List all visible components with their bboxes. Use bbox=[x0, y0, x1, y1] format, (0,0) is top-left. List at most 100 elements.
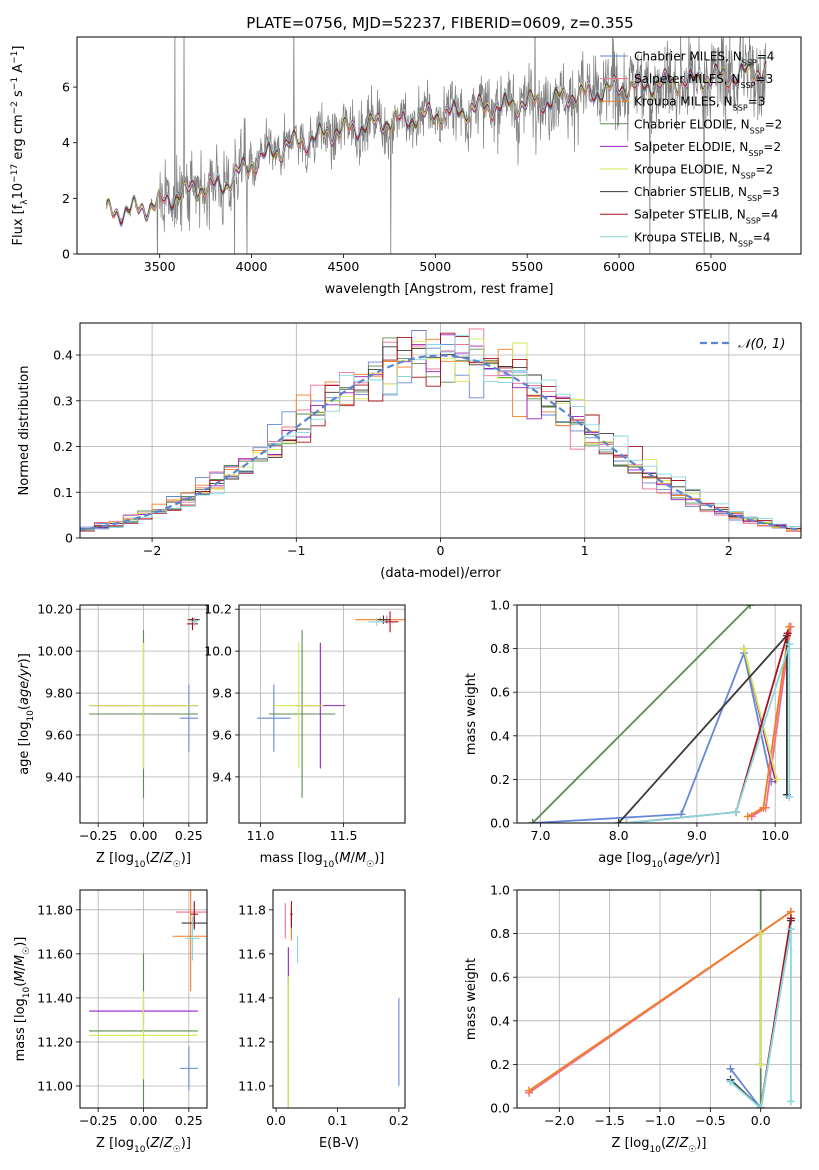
y-tick-label: 9.60 bbox=[45, 727, 73, 742]
x-tick-label: −0.25 bbox=[79, 1113, 117, 1128]
legend-label: Kroupa ELODIE, NSSP=2 bbox=[634, 163, 773, 181]
mass-weight-series bbox=[729, 929, 792, 1108]
y-tick-label: 11.00 bbox=[37, 1078, 73, 1093]
mass-weight-marker bbox=[785, 640, 794, 649]
y-axis-label: Flux [fλ10−17 erg cm−2 s−1 A−1] bbox=[10, 46, 30, 246]
x-axis-label: wavelength [Angstrom, rest frame] bbox=[325, 282, 554, 297]
y-tick-label: 0.2 bbox=[490, 772, 510, 787]
plot-area-mass-weight-vs-Z bbox=[517, 890, 801, 1108]
y-tick-label: 11.80 bbox=[37, 902, 73, 917]
y-tick-label: 10.0 bbox=[204, 644, 232, 659]
y-tick-label: 11.8 bbox=[238, 902, 266, 917]
residual-histogram bbox=[80, 332, 801, 532]
x-tick-label: 0.0 bbox=[751, 1113, 771, 1128]
y-tick-label: 0.0 bbox=[490, 1101, 510, 1116]
y-tick-label: 0.4 bbox=[53, 348, 73, 363]
panel-mass-weight-vs-age: 7.0 8.0 9.0 10.0 0.0 0.2 0.4 0.6 0.8 1.0 age [log1… bbox=[464, 598, 802, 870]
legend-label: Chabrier ELODIE, NSSP=2 bbox=[634, 117, 782, 135]
spectrum-legend: Chabrier MILES, NSSP=4 Salpeter MILES, NS… bbox=[600, 50, 782, 248]
x-tick-label: −1.5 bbox=[594, 1113, 624, 1128]
model-spectrum bbox=[106, 60, 767, 222]
x-tick-label: 7.0 bbox=[531, 828, 551, 843]
x-tick-label: 11.5 bbox=[330, 828, 358, 843]
y-axis-label: mass [log10(M/M☉)] bbox=[13, 937, 32, 1062]
x-tick-label: −0.25 bbox=[79, 828, 117, 843]
y-tick-label: 4 bbox=[62, 135, 70, 150]
axes-frame bbox=[516, 604, 802, 824]
y-tick-label: 0.8 bbox=[490, 641, 510, 656]
panel-residuals: −2 −1 0 1 2 0 0.1 0.2 0.3 0.4 (data-model)/error No… bbox=[17, 322, 802, 581]
mass-weight-marker bbox=[746, 605, 755, 609]
x-tick-label: 0.1 bbox=[328, 1113, 348, 1128]
x-tick-label: −1.0 bbox=[645, 1113, 675, 1128]
residual-histogram bbox=[80, 334, 801, 531]
y-tick-label: 0.2 bbox=[53, 439, 73, 454]
mass-weight-marker bbox=[786, 914, 795, 923]
x-tick-label: 5500 bbox=[511, 259, 543, 274]
axes-frame bbox=[238, 604, 406, 824]
y-tick-label: 11.4 bbox=[238, 990, 266, 1005]
x-tick-label: 0.0 bbox=[266, 1113, 286, 1128]
y-tick-label: 0.2 bbox=[490, 1057, 510, 1072]
x-tick-label: 5000 bbox=[419, 259, 451, 274]
x-axis-label: E(B-V) bbox=[319, 1136, 359, 1151]
y-tick-label: 0.3 bbox=[53, 393, 73, 408]
x-tick-label: 0 bbox=[437, 543, 445, 558]
x-tick-label: −1 bbox=[287, 543, 305, 558]
y-tick-label: 10.00 bbox=[37, 644, 73, 659]
y-axis-label: Normed distribution bbox=[17, 366, 32, 496]
mass-weight-marker bbox=[786, 1097, 795, 1106]
y-tick-label: 11.2 bbox=[238, 1034, 266, 1049]
y-tick-label: 9.8 bbox=[212, 686, 232, 701]
x-axis-label: Z [log10(Z/Z☉)] bbox=[612, 1136, 707, 1155]
x-tick-label: 6500 bbox=[695, 259, 727, 274]
y-tick-label: 0.0 bbox=[490, 816, 510, 831]
x-axis-label: (data-model)/error bbox=[380, 566, 501, 581]
y-tick-label: 9.6 bbox=[212, 727, 232, 742]
x-tick-label: 2 bbox=[725, 543, 733, 558]
plot-area-age-vs-mass bbox=[239, 605, 405, 823]
plot-area-spectrum bbox=[106, 37, 767, 254]
y-tick-label: 10.20 bbox=[37, 602, 73, 617]
x-tick-label: 0.00 bbox=[130, 1113, 158, 1128]
legend-label: Salpeter STELIB, NSSP=4 bbox=[634, 208, 778, 226]
y-tick-label: 9.4 bbox=[212, 769, 232, 784]
mass-weight-marker bbox=[726, 1077, 735, 1086]
y-tick-label: 0.1 bbox=[53, 485, 73, 500]
y-axis-label: age [log10(age/yr)] bbox=[17, 653, 36, 775]
panel-mass-vs-EBV: 0.0 0.1 0.2 11.0 11.2 11.4 11.6 11.8 E(B-V) bbox=[238, 889, 409, 1151]
mass-weight-marker bbox=[528, 819, 537, 823]
mass-weight-marker bbox=[786, 925, 795, 934]
legend-label: 𝒩(0, 1) bbox=[738, 337, 785, 352]
mass-weight-series bbox=[743, 648, 778, 780]
x-tick-label: 6000 bbox=[603, 259, 635, 274]
mass-weight-marker bbox=[756, 929, 765, 938]
y-tick-label: 2 bbox=[62, 191, 70, 206]
x-tick-label: 4500 bbox=[328, 259, 360, 274]
x-tick-label: 11.0 bbox=[247, 828, 275, 843]
x-tick-label: 9.0 bbox=[687, 828, 707, 843]
mass-weight-series bbox=[531, 605, 751, 823]
y-tick-label: 11.6 bbox=[238, 946, 266, 961]
panel-age-vs-Z: −0.25 0.00 0.25 9.40 9.60 9.80 10.00 10.20 Z [lo… bbox=[17, 602, 208, 870]
mass-weight-marker bbox=[756, 890, 765, 894]
y-tick-label: 0.4 bbox=[490, 728, 510, 743]
x-tick-label: 0.25 bbox=[175, 828, 203, 843]
observed-spectrum bbox=[106, 37, 767, 254]
plot-area-mass-weight-vs-age bbox=[517, 605, 801, 823]
mass-weight-marker bbox=[756, 1060, 765, 1069]
y-axis-label: mass weight bbox=[464, 958, 479, 1040]
normal-reference-curve bbox=[80, 354, 799, 532]
x-tick-label: 10.0 bbox=[761, 828, 789, 843]
mass-weight-marker bbox=[785, 622, 794, 631]
y-tick-label: 11.20 bbox=[37, 1034, 73, 1049]
y-tick-label: 9.80 bbox=[45, 686, 73, 701]
y-tick-label: 0 bbox=[62, 247, 70, 262]
x-tick-label: −2.0 bbox=[544, 1113, 574, 1128]
x-tick-label: 0.2 bbox=[389, 1113, 409, 1128]
mass-weight-marker bbox=[743, 812, 752, 821]
y-axis-label: mass weight bbox=[464, 673, 479, 755]
y-tick-label: 0.4 bbox=[490, 1013, 510, 1028]
mass-weight-series bbox=[532, 649, 773, 823]
